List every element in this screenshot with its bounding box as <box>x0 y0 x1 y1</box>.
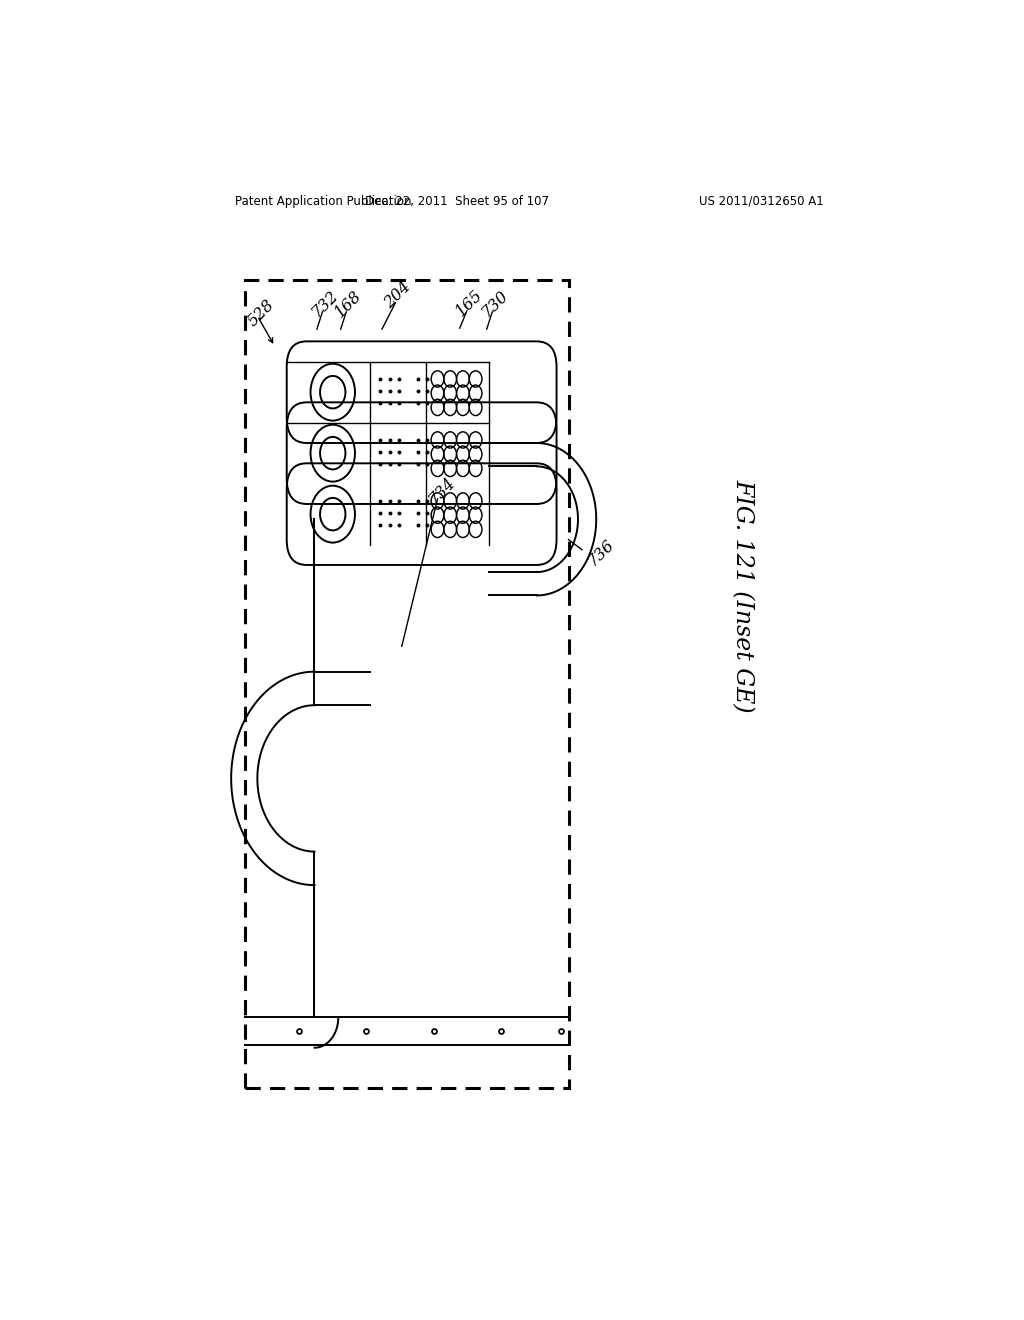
Text: 528: 528 <box>245 296 279 330</box>
Text: 165: 165 <box>453 286 486 319</box>
Text: 730: 730 <box>478 286 511 321</box>
Text: 732: 732 <box>308 286 342 321</box>
Bar <box>246 280 569 1089</box>
Text: Patent Application Publication: Patent Application Publication <box>236 194 412 207</box>
Text: 736: 736 <box>584 536 617 569</box>
Text: US 2011/0312650 A1: US 2011/0312650 A1 <box>699 194 824 207</box>
Text: 204: 204 <box>381 277 415 312</box>
Text: 168: 168 <box>332 286 366 321</box>
Text: 734: 734 <box>425 474 458 507</box>
Text: FIG. 121 (Inset GE): FIG. 121 (Inset GE) <box>731 479 755 713</box>
Text: Dec. 22, 2011  Sheet 95 of 107: Dec. 22, 2011 Sheet 95 of 107 <box>366 194 549 207</box>
